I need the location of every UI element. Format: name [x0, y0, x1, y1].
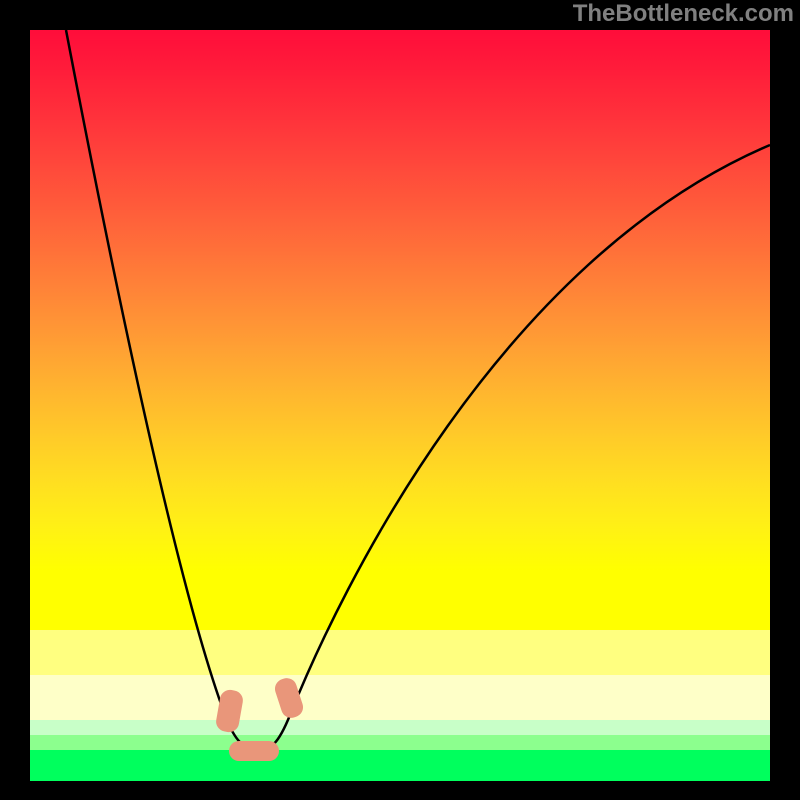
sweet-spot-marker — [214, 688, 244, 733]
outer-frame: TheBottleneck.com — [0, 0, 800, 800]
sweet-spot-marker — [229, 741, 279, 761]
watermark-text: TheBottleneck.com — [573, 0, 794, 28]
sweet-spot-marker — [272, 675, 305, 720]
markers-layer — [30, 30, 770, 780]
